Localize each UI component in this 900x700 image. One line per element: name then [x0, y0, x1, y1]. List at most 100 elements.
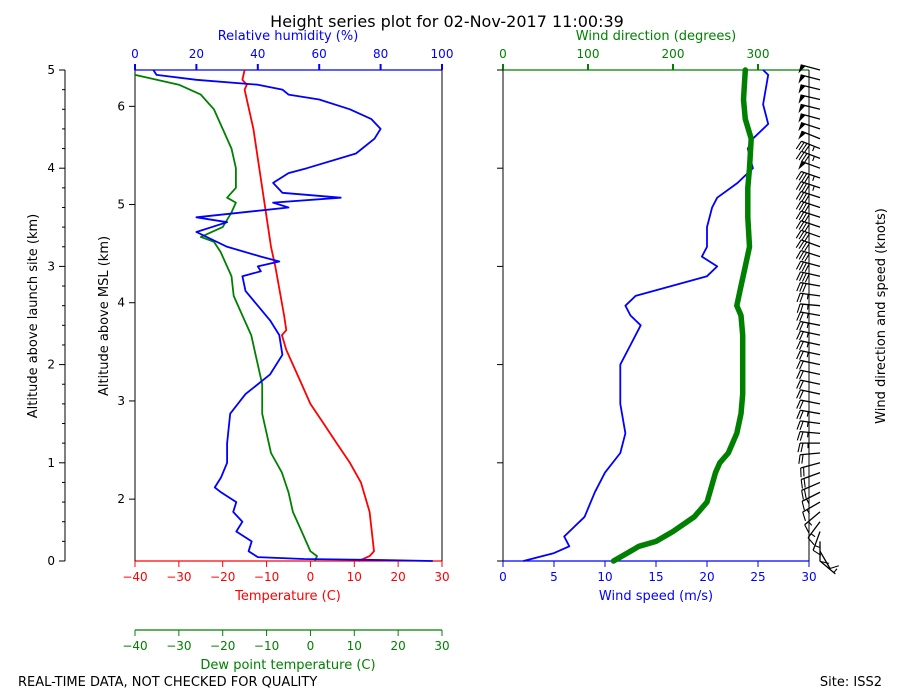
- footer-site: Site: ISS2: [820, 675, 882, 690]
- wind-barb-staff: [800, 292, 821, 297]
- humidity-axis-label: Relative humidity (%): [218, 29, 359, 44]
- wind-barb-full: [798, 231, 805, 240]
- wind-barb-staff: [819, 560, 836, 575]
- wind-barb-full: [799, 400, 804, 410]
- inner-altitude-ticks: 2 3 4 5 6: [117, 99, 135, 506]
- wind-barb-half: [812, 156, 815, 162]
- wind-barb-staff: [801, 150, 821, 159]
- wind-barb-full: [795, 181, 802, 190]
- outer-altitude-ticks: 0 1 2 3 4 5: [47, 63, 65, 568]
- wind-barb-full: [801, 490, 804, 500]
- wind-barb-full: [795, 210, 802, 220]
- wind-barb-half: [806, 509, 810, 515]
- wind-barb-full: [804, 252, 810, 262]
- wind-speed-tick-label: 25: [750, 570, 765, 584]
- wind-barb-full: [801, 222, 808, 231]
- wind-left-ticks: [497, 69, 503, 562]
- wind-barb-half: [810, 533, 816, 538]
- humidity-line: [152, 69, 433, 562]
- temperature-tick-label: 10: [347, 570, 362, 584]
- wind-barb-staff: [800, 320, 821, 326]
- wind-barb-full: [801, 262, 807, 272]
- wind-barb-staff: [812, 531, 821, 551]
- wind-barb-full: [798, 211, 805, 221]
- wind-barb-full: [804, 263, 810, 272]
- wind-barb-staff: [804, 511, 821, 526]
- wind-barb-full: [796, 379, 801, 389]
- wind-barb-full: [799, 421, 804, 431]
- wind-barb-full: [795, 239, 802, 248]
- wind-barb-full: [801, 272, 807, 282]
- wind-barb-full: [796, 360, 801, 370]
- wind-barb-staff: [800, 170, 821, 179]
- wind-barb-staff: [802, 501, 821, 513]
- wind-barb-staff: [800, 64, 821, 71]
- wind-barb-full: [799, 380, 804, 390]
- wind-barb-half: [812, 146, 815, 152]
- wind-barbs-label: Wind direction and speed (knots): [874, 208, 889, 424]
- wind-speed-ticks: 0 5 10 15 20 25 30: [499, 561, 817, 584]
- wind-barb-half: [806, 411, 809, 417]
- wind-barb-full: [804, 144, 811, 153]
- wind-barb-full: [804, 154, 811, 163]
- wind-barb-full: [801, 501, 805, 511]
- wind-barb-staff: [800, 369, 821, 376]
- wind-barb-half: [812, 185, 815, 191]
- wind-barb-full: [804, 184, 811, 193]
- wind-barb-full: [801, 252, 808, 261]
- wind-barb-full: [798, 251, 805, 260]
- wind-barb-full: [799, 351, 804, 360]
- wind-direction-axis-label: Wind direction (degrees): [576, 29, 736, 44]
- wind-barb-staff: [800, 160, 821, 169]
- wind-barb-full: [804, 213, 811, 223]
- humidity-tick-label: 20: [189, 47, 204, 61]
- msl-tick-label: 6: [117, 99, 125, 113]
- wind-barb-staff: [800, 452, 821, 456]
- wind-barb-full: [796, 282, 801, 292]
- wind-barb-full: [804, 242, 811, 252]
- wind-barb-staff: [800, 190, 821, 199]
- msl-tick-label: 5: [117, 198, 125, 212]
- wind-barb-full: [799, 282, 804, 292]
- wind-barb-full: [796, 410, 801, 419]
- dewpoint-tick-label: −30: [166, 639, 191, 653]
- wind-barb-full: [795, 201, 802, 210]
- wind-barb-full: [819, 560, 830, 564]
- wind-barb-pennant: [798, 113, 806, 123]
- wind-barb-staff: [800, 281, 821, 287]
- wind-barb-staff: [801, 491, 821, 502]
- wind-barb-full: [803, 478, 806, 488]
- wind-barb-full: [796, 271, 801, 281]
- wind-barb-pennant: [798, 94, 806, 104]
- wind-speed-tick-label: 0: [499, 570, 507, 584]
- temperature-ticks: −40 −30 −20 −10 0 10 20 30: [122, 561, 450, 584]
- wind-speed-line: [523, 69, 770, 562]
- wind-barb-staff: [800, 210, 821, 218]
- temperature-tick-label: −40: [122, 570, 147, 584]
- wind-barb-staff: [800, 462, 821, 469]
- wind-speed-tick-label: 10: [597, 570, 612, 584]
- wind-barb-full: [812, 549, 822, 556]
- wind-barb-full: [796, 311, 801, 321]
- wind-barb-staff: [800, 220, 821, 228]
- temperature-axis-label: Temperature (C): [234, 589, 341, 604]
- wind-barb-staff: [800, 239, 821, 248]
- outer-altitude-tick-label: 4: [47, 161, 55, 175]
- wind-barb-full: [797, 443, 801, 453]
- wind-barb-full: [799, 293, 804, 303]
- wind-barb-pennant: [798, 74, 806, 84]
- wind-barb-full: [799, 431, 804, 441]
- wind-barb-staff: [800, 359, 821, 366]
- wind-barb-full: [796, 321, 801, 331]
- wind-barb-staff: [800, 420, 821, 425]
- wind-barb-full: [801, 173, 808, 182]
- outer-altitude-tick-label: 1: [47, 456, 55, 470]
- wind-barb-half: [806, 294, 809, 300]
- wind-barb-full: [801, 232, 808, 241]
- wind-barb-full: [829, 565, 839, 570]
- wind-barb-full: [801, 193, 808, 202]
- wind-barb-pennant: [798, 161, 806, 170]
- wind-barb-full: [796, 350, 801, 360]
- wind-barb-staff: [800, 303, 821, 307]
- temperature-tick-label: −20: [210, 570, 235, 584]
